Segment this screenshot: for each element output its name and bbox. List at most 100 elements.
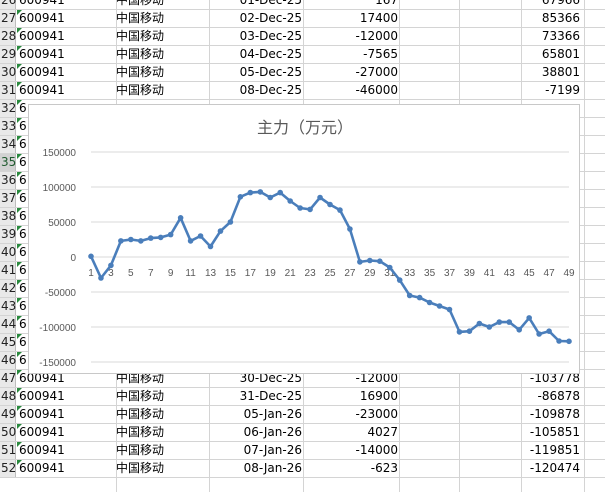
row-header[interactable]: 30	[0, 64, 17, 81]
table-row[interactable]: 47 600941 中国移动 30-Dec-25 -12000 -103778	[0, 370, 605, 388]
flow-value-cell[interactable]: -14000	[355, 443, 398, 457]
stock-name-cell[interactable]: 中国移动	[116, 11, 165, 25]
data-point[interactable]	[456, 329, 463, 335]
stock-code-cell[interactable]: 6	[19, 173, 27, 187]
table-row[interactable]: 49 600941 中国移动 05-Jan-26 -23000 -109878	[0, 406, 605, 424]
data-point[interactable]	[476, 320, 483, 327]
data-point[interactable]	[347, 226, 353, 232]
row-header[interactable]: 48	[0, 388, 17, 405]
row-header[interactable]: 49	[0, 406, 17, 423]
table-row[interactable]: 52 600941 中国移动 08-Jan-26 -623 -120474	[0, 460, 605, 478]
stock-name-cell[interactable]: 中国移动	[116, 29, 165, 43]
row-header[interactable]: 28	[0, 28, 17, 45]
date-cell[interactable]: 03-Dec-25	[239, 29, 302, 43]
row-header[interactable]: 26	[0, 0, 16, 9]
row-header[interactable]: 29	[0, 46, 17, 63]
table-row[interactable]: 31 600941 中国移动 08-Dec-25 -46000 -7199	[0, 82, 605, 100]
stock-code-cell[interactable]: 6	[19, 335, 27, 349]
stock-name-cell[interactable]: 中国移动	[116, 425, 165, 439]
stock-code-cell[interactable]: 6	[19, 119, 27, 133]
row-header[interactable]: 37	[0, 190, 17, 207]
data-point[interactable]	[426, 299, 433, 306]
row-header[interactable]: 31	[0, 82, 17, 99]
data-point[interactable]	[118, 238, 124, 244]
data-point[interactable]	[496, 319, 503, 325]
data-point[interactable]	[157, 234, 164, 241]
cumulative-value-cell[interactable]: -109878	[529, 407, 580, 421]
flow-value-cell[interactable]: 17400	[359, 11, 398, 25]
cumulative-value-cell[interactable]: -86878	[537, 389, 580, 403]
flow-value-cell[interactable]: 167	[375, 0, 398, 7]
data-point[interactable]	[257, 189, 264, 195]
cumulative-value-cell[interactable]: -105851	[529, 425, 580, 439]
data-point[interactable]	[247, 189, 254, 196]
stock-code-cell[interactable]: 6	[19, 209, 27, 223]
data-point[interactable]	[357, 259, 363, 265]
data-point[interactable]	[237, 194, 244, 200]
data-point[interactable]	[446, 306, 453, 313]
data-point[interactable]	[128, 236, 134, 243]
data-point[interactable]	[277, 189, 284, 196]
data-point[interactable]	[546, 328, 552, 334]
row-header[interactable]: 39	[0, 226, 17, 243]
stock-name-cell[interactable]: 中国移动	[116, 371, 165, 385]
flow-value-cell[interactable]: -46000	[355, 83, 398, 97]
data-point[interactable]	[207, 243, 214, 250]
data-point[interactable]	[108, 262, 114, 269]
stock-code-cell[interactable]: 6	[19, 155, 27, 169]
data-point[interactable]	[526, 315, 532, 321]
stock-code-cell[interactable]: 6	[19, 137, 27, 151]
data-point[interactable]	[396, 277, 403, 283]
date-cell[interactable]: 05-Dec-25	[239, 65, 302, 79]
cumulative-value-cell[interactable]: -103778	[529, 371, 580, 385]
data-point[interactable]	[98, 275, 104, 281]
data-point[interactable]	[137, 238, 144, 244]
data-point[interactable]	[197, 233, 204, 239]
date-cell[interactable]: 31-Dec-25	[239, 389, 302, 403]
data-point[interactable]	[227, 219, 234, 225]
row-header[interactable]: 46	[0, 352, 17, 369]
row-header[interactable]: 45	[0, 334, 17, 351]
stock-code-cell[interactable]: 600941	[19, 425, 65, 439]
cumulative-value-cell[interactable]: 65801	[541, 47, 580, 61]
date-cell[interactable]: 08-Jan-26	[243, 461, 302, 475]
data-point[interactable]	[536, 331, 542, 337]
data-point[interactable]	[506, 319, 513, 325]
row-header[interactable]: 47	[0, 370, 17, 387]
table-row[interactable]: 26 600941 中国移动 01-Dec-25 167 67966	[0, 0, 605, 10]
date-cell[interactable]: 06-Jan-26	[243, 425, 302, 439]
date-cell[interactable]: 02-Dec-25	[239, 11, 302, 25]
stock-code-cell[interactable]: 6	[19, 191, 27, 205]
data-point[interactable]	[217, 228, 224, 234]
row-header[interactable]: 27	[0, 10, 17, 27]
stock-code-cell[interactable]: 600941	[19, 443, 65, 457]
table-row[interactable]: 29 600941 中国移动 04-Dec-25 -7565 65801	[0, 46, 605, 64]
cumulative-value-cell[interactable]: 67966	[541, 0, 580, 7]
row-header[interactable]: 40	[0, 244, 17, 261]
data-point[interactable]	[556, 338, 562, 344]
stock-code-cell[interactable]: 6	[19, 101, 27, 115]
stock-code-cell[interactable]: 600941	[19, 407, 65, 421]
stock-code-cell[interactable]: 600941	[19, 83, 65, 97]
cumulative-value-cell[interactable]: 38801	[541, 65, 580, 79]
table-row[interactable]: 30 600941 中国移动 05-Dec-25 -27000 38801	[0, 64, 605, 82]
stock-code-cell[interactable]: 600941	[19, 389, 65, 403]
cumulative-value-cell[interactable]: -7199	[545, 83, 580, 97]
stock-code-cell[interactable]: 600941	[19, 461, 65, 475]
data-point[interactable]	[367, 257, 373, 264]
data-point[interactable]	[317, 194, 323, 201]
stock-code-cell[interactable]: 600941	[19, 65, 65, 79]
flow-value-cell[interactable]: 16900	[359, 389, 398, 403]
stock-name-cell[interactable]: 中国移动	[116, 65, 165, 79]
table-row[interactable]: 50 600941 中国移动 06-Jan-26 4027 -105851	[0, 424, 605, 442]
cumulative-value-cell[interactable]: 73366	[541, 29, 580, 43]
flow-value-cell[interactable]: -623	[370, 461, 398, 475]
data-point[interactable]	[376, 258, 383, 264]
data-point[interactable]	[177, 215, 184, 221]
flow-value-cell[interactable]: -27000	[355, 65, 398, 79]
date-cell[interactable]: 07-Jan-26	[243, 443, 302, 457]
data-point[interactable]	[406, 292, 413, 299]
row-header[interactable]: 36	[0, 172, 17, 189]
flow-value-cell[interactable]: -7565	[363, 47, 398, 61]
flow-value-cell[interactable]: -12000	[355, 29, 398, 43]
